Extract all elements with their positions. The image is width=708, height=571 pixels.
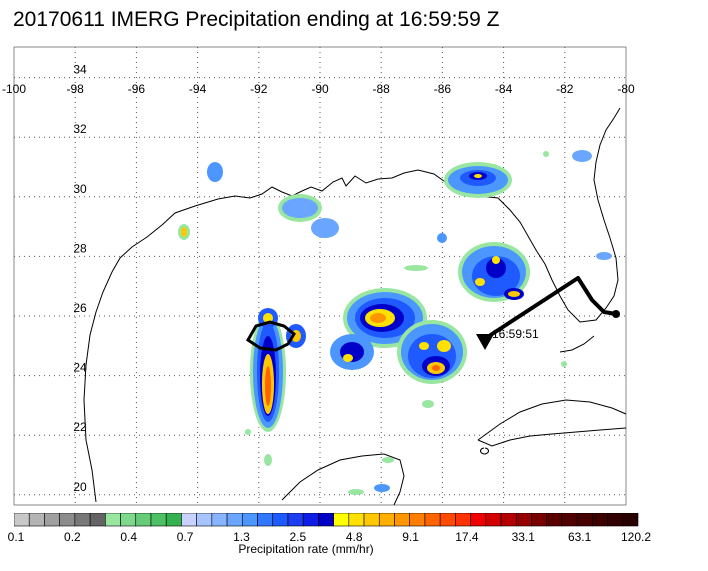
colorbar-swatch <box>439 513 456 527</box>
lon-tick-label: -86 <box>434 82 452 96</box>
lat-tick-label: 20 <box>73 480 87 494</box>
colorbar-swatch <box>424 513 441 527</box>
colorbar-swatch <box>74 513 91 527</box>
coastlines <box>83 107 627 506</box>
colorbar-swatch <box>348 513 365 527</box>
colorbar-swatch <box>44 513 60 527</box>
colorbar-swatch <box>226 513 243 527</box>
region-contour <box>246 320 296 352</box>
colorbar-swatch <box>105 513 121 527</box>
track-time-label: 16:59:51 <box>492 327 539 341</box>
precip-cell-mississippi <box>178 162 339 240</box>
lon-tick-label: -82 <box>556 82 574 96</box>
colorbar-swatch <box>500 513 517 527</box>
colorbar-swatch <box>14 513 30 527</box>
colorbar-swatch <box>150 513 167 527</box>
colorbar-title: Precipitation rate (mm/hr) <box>238 542 374 556</box>
lat-tick-label: 26 <box>73 301 87 315</box>
lat-tick-label: 24 <box>73 361 87 375</box>
colorbar-swatch <box>181 513 197 527</box>
colorbar-swatch <box>120 513 137 527</box>
colorbar-tick-label: 120.2 <box>620 530 652 544</box>
colorbar-tick-label: 1.3 <box>233 530 250 544</box>
colorbar-swatch <box>561 513 578 527</box>
map-frame <box>13 46 627 506</box>
colorbar-swatch <box>333 513 350 527</box>
lat-tick-label: 28 <box>73 241 87 255</box>
colorbar-swatch <box>409 513 426 527</box>
colorbar-swatch <box>531 513 547 527</box>
precip-cell-central <box>330 288 427 370</box>
precipitation-cells <box>178 150 612 495</box>
lon-tick-label: -96 <box>128 82 146 96</box>
lat-tick-label: 30 <box>73 182 87 196</box>
colorbar-tick-label: 9.1 <box>402 530 419 544</box>
lat-tick-label: 34 <box>73 63 87 77</box>
lon-tick-label: -92 <box>250 82 268 96</box>
colorbar-swatch <box>89 513 106 527</box>
colorbar-swatch <box>607 513 624 527</box>
colorbar-swatch <box>592 513 608 527</box>
colorbar-tick-label: 33.1 <box>511 530 535 544</box>
colorbar-swatch <box>576 513 593 527</box>
track-start-marker <box>612 310 620 318</box>
colorbar-swatch <box>196 513 213 527</box>
colorbar-tick-label: 0.4 <box>120 530 138 544</box>
axis-ticks: -100 -98 -96 -94 -92 -90 -88 -86 -84 -82 -80 34 32 30… <box>2 63 635 494</box>
colorbar-swatch <box>378 513 395 527</box>
colorbar <box>14 513 639 527</box>
colorbar-swatch <box>287 513 304 527</box>
colorbar-swatch <box>363 513 380 527</box>
colorbar-tick-label: 0.1 <box>7 530 25 544</box>
satellite-track: 16:59:51 <box>476 276 620 350</box>
colorbar-swatch <box>59 513 76 527</box>
colorbar-swatch <box>165 513 182 527</box>
map-title: 20170611 IMERG Precipitation ending at 1… <box>13 8 500 31</box>
colorbar-tick-label: 0.7 <box>176 530 194 544</box>
colorbar-swatch <box>241 513 258 527</box>
colorbar-tick-label: 17.4 <box>455 530 479 544</box>
lon-tick-label: -90 <box>311 82 329 96</box>
precip-cell-eastgulf <box>458 242 530 302</box>
lon-tick-label: -80 <box>617 82 635 96</box>
precip-cell-panhandle <box>444 162 512 198</box>
colorbar-swatch <box>546 513 563 527</box>
colorbar-tick-label: 0.2 <box>64 530 81 544</box>
colorbar-swatch <box>257 513 274 527</box>
colorbar-swatch <box>485 513 502 527</box>
lon-tick-label: -94 <box>189 82 207 96</box>
lon-tick-label: -100 <box>2 82 26 96</box>
colorbar-swatch <box>302 513 319 527</box>
colorbar-swatch <box>515 513 532 527</box>
colorbar-swatch <box>622 513 639 527</box>
colorbar-swatch <box>394 513 411 527</box>
precip-cell-scattered <box>245 150 612 495</box>
colorbar-swatch <box>28 513 45 527</box>
lon-tick-label: -84 <box>495 82 513 96</box>
colorbar-tick-label: 2.5 <box>289 530 307 544</box>
colorbar-swatch <box>318 513 334 527</box>
colorbar-swatch <box>455 513 471 527</box>
lon-tick-label: -88 <box>373 82 391 96</box>
colorbar-swatch <box>211 513 228 527</box>
colorbar-swatch <box>470 513 487 527</box>
lat-tick-label: 22 <box>73 420 87 434</box>
colorbar-swatch <box>135 513 152 527</box>
colorbar-swatch <box>272 513 289 527</box>
lat-tick-label: 32 <box>73 122 87 136</box>
lon-tick-label: -98 <box>67 82 85 96</box>
track-arrow-icon <box>476 334 494 350</box>
colorbar-tick-label: 4.8 <box>345 530 363 544</box>
colorbar-tick-label: 63.1 <box>567 530 592 544</box>
precip-cell-east <box>397 320 467 384</box>
